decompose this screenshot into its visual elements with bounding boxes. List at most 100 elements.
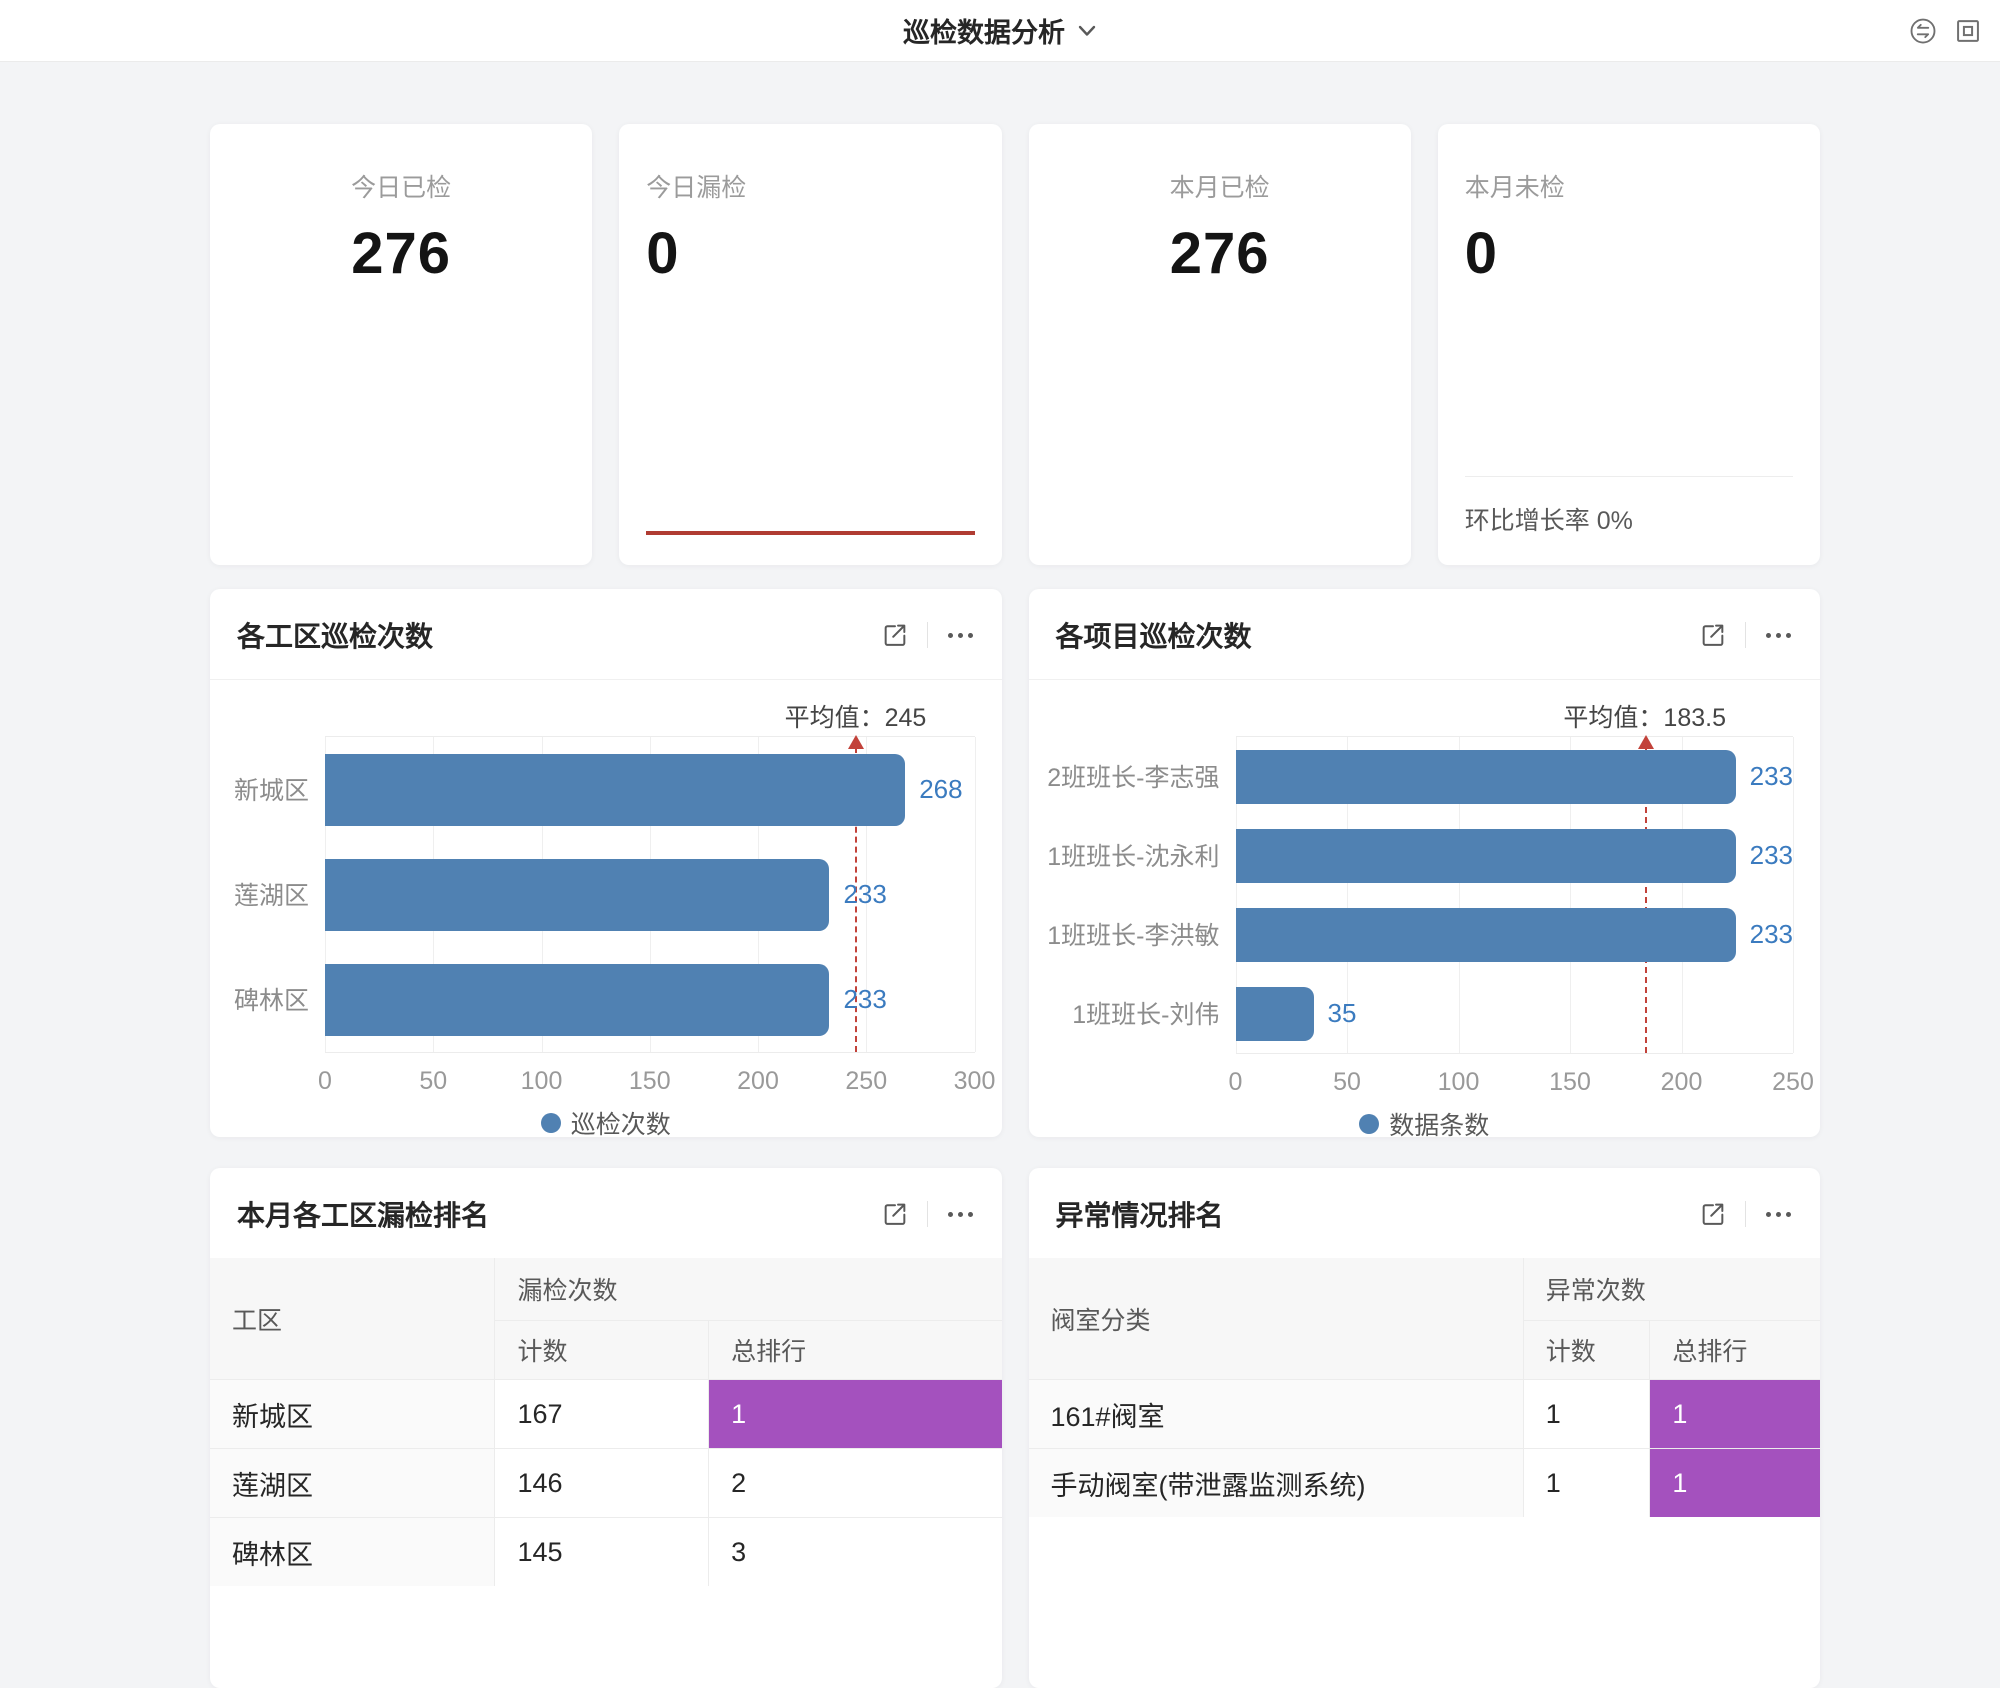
average-line [1637,735,1654,1053]
bars: 268 233 233 [325,737,975,1052]
windowed-mode-icon[interactable] [1954,17,1982,45]
stat-value: 276 [351,221,452,286]
legend-label: 数据条数 [1389,1112,1490,1140]
tables-row: 本月各工区漏检排名 工区 漏检次数 计数 [210,1168,1820,1688]
open-in-new-icon[interactable] [881,1200,909,1228]
category-label: 1班班长-李洪敏 [1047,921,1220,950]
dashboard-content: 今日已检 276 今日漏检 0 本月已检 276 本月未检 0 环比增长率 0%… [210,124,1820,1688]
row-rank: 1 [1649,1448,1820,1518]
axis-tick-label: 200 [737,1067,779,1095]
more-options-icon[interactable] [946,625,975,646]
row-rank: 1 [1649,1379,1820,1449]
chart-card: 各工区巡检次数 平均值：245 新城区 莲湖区 碑林区 [210,589,1002,1139]
table-title: 异常情况排名 [1055,1200,1224,1231]
bar[interactable] [325,963,830,1036]
ranking-table: 阀室分类 异常次数 计数 总排行 161#阀室 1 1 手动阀室(带泄露监测系统) 1 1 [1028,1257,1820,1518]
row-category: 新城区 [210,1379,496,1449]
stat-label: 今日漏检 [646,174,747,202]
open-in-new-icon[interactable] [1699,1200,1727,1228]
row-rank: 3 [708,1517,1002,1587]
category-label: 1班班长-刘伟 [1072,1000,1220,1029]
bar-value-label: 35 [1327,998,1357,1028]
stat-label: 本月已检 [1169,174,1270,202]
chart-card: 各项目巡检次数 平均值：183.5 2班班长-李志强 [1028,589,1820,1140]
charts-row: 各工区巡检次数 平均值：245 新城区 莲湖区 碑林区 [210,589,1820,1140]
more-options-icon[interactable] [946,1204,975,1225]
column-header-count: 计数 [494,1320,710,1380]
open-in-new-icon[interactable] [1699,621,1727,649]
bar[interactable] [325,753,906,826]
chart-body: 平均值：183.5 2班班长-李志强 1班班长-沈永利 1班班长-李洪敏 1班班长-刘… [1029,680,1821,1142]
open-in-new-icon[interactable] [881,621,909,649]
x-axis: 0 50 100 150 200 250 300 [237,1053,995,1103]
more-options-icon[interactable] [1764,1204,1793,1225]
topbar-actions [1908,0,1982,61]
row-category: 碑林区 [210,1517,496,1587]
row-count: 167 [494,1379,710,1449]
plot-area: 268 233 233 [325,735,976,1053]
stat-card: 本月未检 0 环比增长率 0% [1437,124,1820,565]
bar[interactable] [1235,749,1736,804]
axis-tick-label: 250 [1772,1068,1814,1096]
stat-card: 本月已检 276 [1028,124,1411,565]
ranking-table: 工区 漏检次数 计数 总排行 新城区 167 1 莲湖区 146 2 碑林区 145 3 [210,1257,1002,1587]
legend-dot-icon [1359,1114,1380,1134]
axis-tick-label: 300 [953,1067,996,1095]
legend-label: 巡检次数 [570,1111,671,1139]
average-annotation-row: 平均值：245 [237,694,975,736]
x-axis-ticks: 0 50 100 150 200 250 [1229,1054,1814,1104]
bar-value-label: 233 [843,879,887,909]
sync-circle-icon[interactable] [1908,16,1938,46]
column-header-rank: 总排行 [1649,1320,1820,1380]
axis-tick-label: 0 [318,1067,332,1095]
page-title: 巡检数据分析 [903,18,1065,48]
category-label: 碑林区 [233,986,309,1015]
stat-value: 0 [1464,221,1499,286]
bar[interactable] [1235,907,1736,962]
axis-tick-label: 0 [1228,1068,1243,1096]
growth-rate-text: 环比增长率 0% [1464,507,1633,535]
axis-tick-label: 200 [1660,1068,1703,1096]
bar-plot: 2班班长-李志强 1班班长-沈永利 1班班长-李洪敏 1班班长-刘伟 233 233 23… [1047,735,1794,1054]
plot-area: 233 233 233 35 [1235,735,1794,1054]
axis-tick-label: 50 [419,1067,448,1095]
more-options-icon[interactable] [1764,625,1793,646]
column-header-count: 计数 [1522,1320,1651,1380]
card-actions [1699,621,1793,649]
stat-cards-row: 今日已检 276 今日漏检 0 本月已检 276 本月未检 0 环比增长率 0% [210,124,1820,565]
top-bar: 巡检数据分析 [0,0,2000,62]
bar-value-label: 233 [1749,840,1793,870]
divider [926,1201,928,1227]
x-axis: 0 50 100 150 200 250 [1056,1054,1814,1104]
axis-tick-label: 100 [520,1067,563,1095]
category-label: 2班班长-李志强 [1047,763,1220,792]
table-row: 碑林区 145 3 [210,1517,1002,1587]
card-actions [881,621,975,649]
row-count: 145 [494,1517,710,1587]
bar[interactable] [1235,828,1736,883]
bar-row: 233 [325,947,975,1052]
category-axis: 2班班长-李志强 1班班长-沈永利 1班班长-李洪敏 1班班长-刘伟 [1047,736,1236,1054]
chevron-down-icon [1077,24,1097,38]
axis-tick-label: 150 [628,1067,671,1095]
row-count: 146 [494,1448,710,1518]
bars: 233 233 233 35 [1235,737,1793,1053]
dashboard-title-dropdown[interactable]: 巡检数据分析 [903,11,1097,50]
column-header-group: 异常次数 [1522,1257,1820,1321]
category-label: 1班班长-沈永利 [1047,842,1220,871]
card-actions [881,1200,975,1228]
axis-tick-label: 50 [1333,1068,1361,1096]
stat-card: 今日漏检 0 [619,124,1002,565]
bar[interactable] [1235,986,1314,1041]
legend[interactable]: 巡检次数 [237,1105,975,1141]
axis-tick-label: 100 [1437,1068,1480,1096]
category-axis: 新城区 莲湖区 碑林区 [233,736,325,1053]
bar-row: 233 [1235,737,1793,816]
row-category: 161#阀室 [1028,1379,1524,1449]
row-rank: 1 [708,1379,1002,1449]
x-axis-ticks: 0 50 100 150 200 250 300 [318,1053,995,1103]
legend[interactable]: 数据条数 [1056,1106,1794,1142]
average-annotation: 平均值：183.5 [1563,704,1726,732]
card-header: 异常情况排名 [1029,1168,1821,1258]
bar[interactable] [325,858,830,931]
